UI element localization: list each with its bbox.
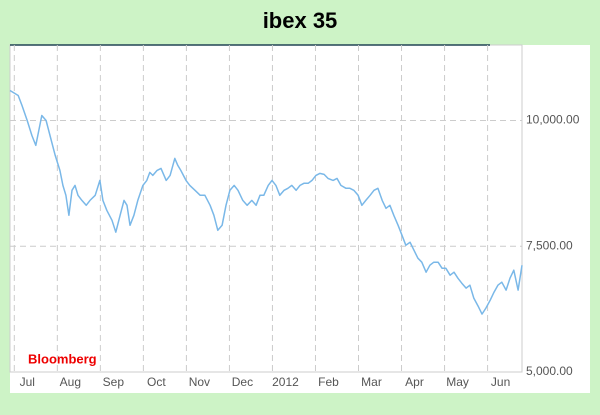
x-tick-label: Mar bbox=[361, 375, 382, 389]
x-tick-label: Nov bbox=[189, 375, 210, 389]
x-tick-label: Jun bbox=[491, 375, 510, 389]
y-tick-label: 7,500.00 bbox=[526, 238, 573, 252]
x-tick-label: May bbox=[446, 375, 469, 389]
y-tick-label: 5,000.00 bbox=[526, 364, 573, 378]
y-tick-label: 10,000.00 bbox=[526, 113, 580, 127]
x-tick-label: Dec bbox=[232, 375, 253, 389]
x-tick-label: Oct bbox=[147, 375, 166, 389]
price-line bbox=[9, 89, 523, 315]
x-tick-label: Sep bbox=[103, 375, 125, 389]
x-tick-label: 2012 bbox=[272, 375, 299, 389]
x-tick-label: Apr bbox=[405, 375, 424, 389]
x-tick-label: Feb bbox=[318, 375, 339, 389]
x-tick-label: Jul bbox=[20, 375, 35, 389]
chart-panel bbox=[10, 45, 590, 393]
source-label: Bloomberg bbox=[28, 351, 97, 366]
x-tick-label: Aug bbox=[60, 375, 81, 389]
chart-title: ibex 35 bbox=[263, 8, 338, 33]
